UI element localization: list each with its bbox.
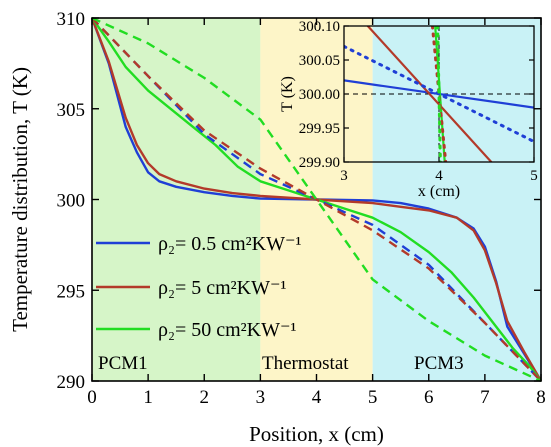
y-axis-label: Temperature distribution, T (K)	[8, 67, 32, 332]
inset-y-axis-label: T (K)	[279, 76, 296, 112]
x-tick-label-8: 8	[536, 387, 546, 408]
inset-y-tick-label-3: 300.05	[299, 53, 340, 69]
x-tick-label-5: 5	[368, 387, 378, 408]
y-tick-label-310: 310	[57, 9, 86, 30]
x-tick-label-4: 4	[312, 387, 322, 408]
inset-series-dotted-3	[344, 44, 534, 144]
region-label-pcm3: PCM3	[414, 353, 464, 374]
main-series	[90, 16, 543, 383]
y-tick-label-295: 295	[57, 281, 86, 302]
legend-label-1: ρ₂= 5 cm²KW⁻¹	[158, 277, 287, 299]
region-bg-pcm1	[92, 18, 261, 381]
x-tick-label-6: 6	[424, 387, 434, 408]
region-label-thermostat: Thermostat	[262, 353, 349, 374]
inset-y-tick-label-1: 299.95	[299, 121, 340, 137]
x-tick-label-1: 1	[143, 387, 153, 408]
x-axis-label: Position, x (cm)	[249, 422, 384, 446]
x-tick-label-2: 2	[200, 387, 210, 408]
y-tick-label-290: 290	[57, 372, 86, 393]
x-tick-label-7: 7	[480, 387, 490, 408]
axis-labels: Position, x (cm) Temperature distribution…	[8, 67, 384, 446]
legend-label-2: ρ₂= 50 cm²KW⁻¹	[158, 319, 297, 341]
inset-y-tick-label-2: 300.00	[299, 87, 340, 103]
y-tick-label-300: 300	[57, 191, 86, 212]
x-tick-label-3: 3	[256, 387, 266, 408]
region-label-pcm1: PCM1	[98, 353, 148, 374]
inset-series-solid-1	[366, 26, 493, 162]
inset-x-axis-label: x (cm)	[418, 183, 460, 200]
inset-x-tick-label-5: 5	[530, 168, 538, 184]
inset-y-tick-label-4: 300.10	[299, 19, 340, 35]
region-labels: PCM1 Thermostat PCM3	[98, 353, 464, 374]
inset-chart: 3 4 5 299.90 299.95 300.00 300.05 300.10 x (cm) T…	[279, 19, 538, 200]
legend-label-0: ρ₂= 0.5 cm²KW⁻¹	[158, 233, 302, 255]
inset-x-tick-label-4: 4	[435, 168, 443, 184]
axis-ticks: 0 1 2 3 4 5 6 7 8 290 295 300 305 310	[57, 9, 546, 408]
inset-series-dotted-4	[430, 26, 448, 162]
series-line-dashed-5	[91, 16, 542, 383]
inset-plot-area	[344, 26, 534, 162]
inset-x-tick-label-3: 3	[340, 168, 348, 184]
series-line-dashed-4	[91, 17, 542, 382]
x-tick-label-0: 0	[87, 387, 97, 408]
legend: ρ₂= 0.5 cm²KW⁻¹ ρ₂= 5 cm²KW⁻¹ ρ₂= 50 cm²KW…	[96, 233, 302, 341]
region-bg-pcm3	[372, 18, 541, 381]
inset-series-dotted-5	[436, 26, 442, 162]
y-tick-label-305: 305	[57, 100, 86, 121]
inset-y-tick-label-0: 299.90	[299, 155, 340, 171]
